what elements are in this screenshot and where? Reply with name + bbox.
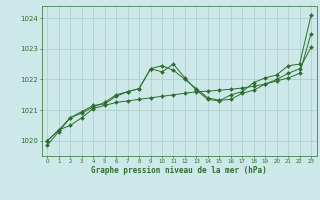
X-axis label: Graphe pression niveau de la mer (hPa): Graphe pression niveau de la mer (hPa) (91, 166, 267, 175)
